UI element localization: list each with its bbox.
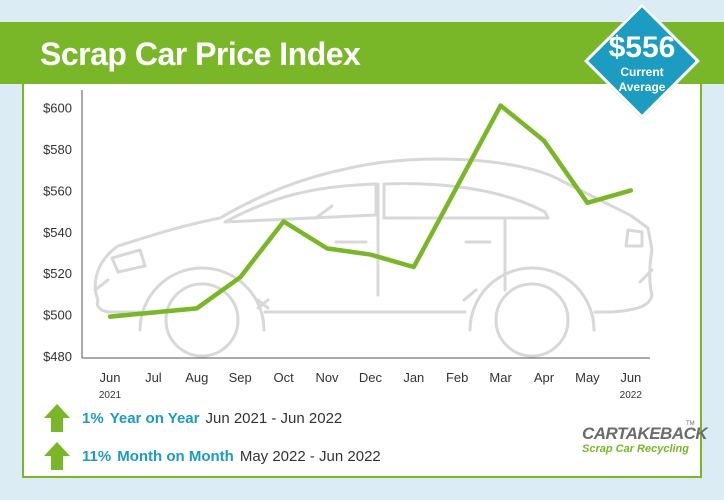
stat-label: Month on Month	[117, 447, 234, 465]
x-tick-label: Sep	[229, 370, 252, 385]
price-points	[108, 103, 633, 319]
up-arrow-icon	[44, 442, 70, 470]
page-title: Scrap Car Price Index	[40, 36, 361, 72]
stat-month-on-month: 11% Month on Month May 2022 - Jun 2022	[44, 442, 381, 470]
stat-range: May 2022 - Jun 2022	[239, 447, 381, 465]
x-tick-label: Jun	[620, 370, 641, 385]
y-tick-label: $580	[43, 142, 72, 157]
logo-name: CARTAKEBACK	[582, 424, 708, 443]
stat-percent: 11%	[82, 447, 112, 465]
data-point	[585, 200, 590, 205]
data-point	[628, 188, 633, 193]
stat-percent: 1%	[82, 409, 104, 427]
data-point	[368, 252, 373, 257]
data-point	[325, 246, 329, 251]
x-tick-label: May	[575, 370, 600, 385]
logo-trademark: TM	[686, 421, 695, 427]
x-tick-label: Jan	[403, 370, 424, 385]
data-point	[455, 184, 460, 189]
x-tick-label: Jun	[100, 370, 121, 385]
badge-label-line2: Average	[618, 80, 666, 94]
up-arrow-icon	[44, 404, 70, 432]
x-tick-label: Feb	[446, 370, 468, 385]
stat-range: Jun 2021 - Jun 2022	[205, 409, 343, 427]
x-tick-label: Nov	[315, 370, 339, 385]
stat-label: Year on Year	[109, 409, 200, 427]
data-point	[108, 314, 112, 319]
data-point	[411, 264, 416, 269]
y-tick-label: $500	[43, 308, 72, 323]
current-average-badge: $556 Current Average	[584, 3, 700, 119]
x-tick-label: Mar	[489, 370, 512, 385]
price-series-line	[107, 103, 634, 319]
car-outline-illustration	[93, 157, 654, 358]
x-tick-label: Dec	[359, 370, 383, 385]
stat-year-on-year: 1% Year on Year Jun 2021 - Jun 2022	[44, 404, 342, 432]
y-tick-label: $560	[43, 183, 72, 198]
data-point	[281, 219, 286, 224]
badge-label-line1: Current	[620, 65, 664, 79]
x-tick-label: Apr	[534, 370, 555, 385]
data-point	[542, 138, 546, 143]
x-tick-sublabel: 2021	[99, 390, 122, 401]
logo-tagline: Scrap Car Recycling	[582, 443, 689, 455]
x-tick-sublabel: 2022	[620, 390, 643, 401]
x-axis-ticks: Jun 2021 Jul Aug Sep Oct Nov Dec Jan Feb Mar Apr May…	[99, 370, 642, 401]
data-point	[238, 275, 243, 280]
y-tick-label: $520	[43, 266, 72, 281]
y-tick-label: $540	[43, 225, 72, 240]
cartakeback-logo: CARTAKEBACK Scrap Car Recycling TM	[582, 421, 708, 455]
x-tick-label: Oct	[273, 370, 294, 385]
y-axis-ticks: $480 $500 $520 $540 $560 $580 $600	[43, 101, 72, 364]
x-tick-label: Jul	[145, 370, 162, 385]
data-point	[194, 306, 199, 311]
x-tick-label: Aug	[185, 370, 208, 385]
y-tick-label: $600	[43, 101, 72, 116]
y-tick-label: $480	[43, 349, 72, 364]
badge-value: $556	[608, 31, 676, 64]
data-point	[498, 103, 503, 108]
data-point	[151, 310, 156, 315]
